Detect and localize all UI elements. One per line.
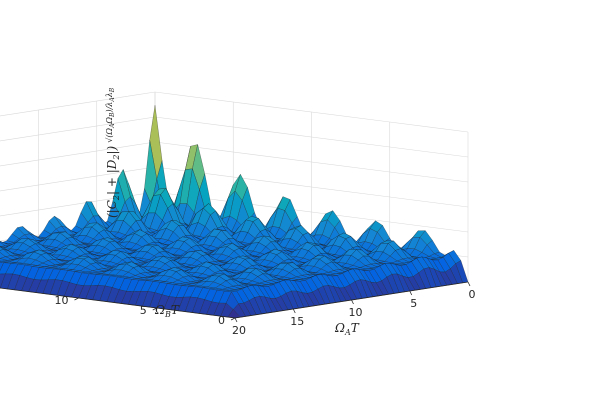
x-tick-mark: [292, 308, 296, 314]
z-axis-label: (|C2| + |D2|)√(ΩAΩB)/λAλB: [105, 87, 121, 218]
x-tick-label: 0: [469, 288, 476, 301]
x-tick-label: 15: [290, 315, 304, 328]
tick-layer: 051015200510152000.10.20.30.40.50.6: [0, 281, 476, 337]
y-tick-mark: [230, 317, 236, 321]
x-axis-label-text: ΩAT: [334, 321, 360, 337]
x-tick-label: 20: [232, 324, 246, 337]
y-tick-label: 10: [55, 294, 69, 307]
y-axis-label: ΩBT: [154, 303, 180, 319]
grid-line-z-6: [0, 91, 156, 117]
grid-line-z-5: [0, 116, 156, 142]
x-tick-mark: [351, 299, 354, 305]
y-axis-label-text: ΩBT: [154, 303, 180, 319]
x-tick-label: 5: [410, 297, 417, 310]
z-axis-label-text: (|C2| + |D2|)√(ΩAΩB)/λAλB: [105, 87, 121, 218]
x-tick-label: 10: [349, 306, 363, 319]
x-axis-label: ΩAT: [334, 321, 360, 337]
surface-layer: [0, 105, 469, 319]
y-tick-label: 5: [140, 304, 147, 317]
x-tick-mark: [409, 290, 413, 296]
y-tick-label: 0: [218, 314, 225, 327]
y-tick-mark: [74, 297, 79, 301]
y-tick-mark: [152, 307, 157, 311]
x-tick-mark: [234, 317, 238, 323]
x-tick-mark: [467, 281, 471, 287]
grid-line-z-4: [0, 141, 156, 167]
